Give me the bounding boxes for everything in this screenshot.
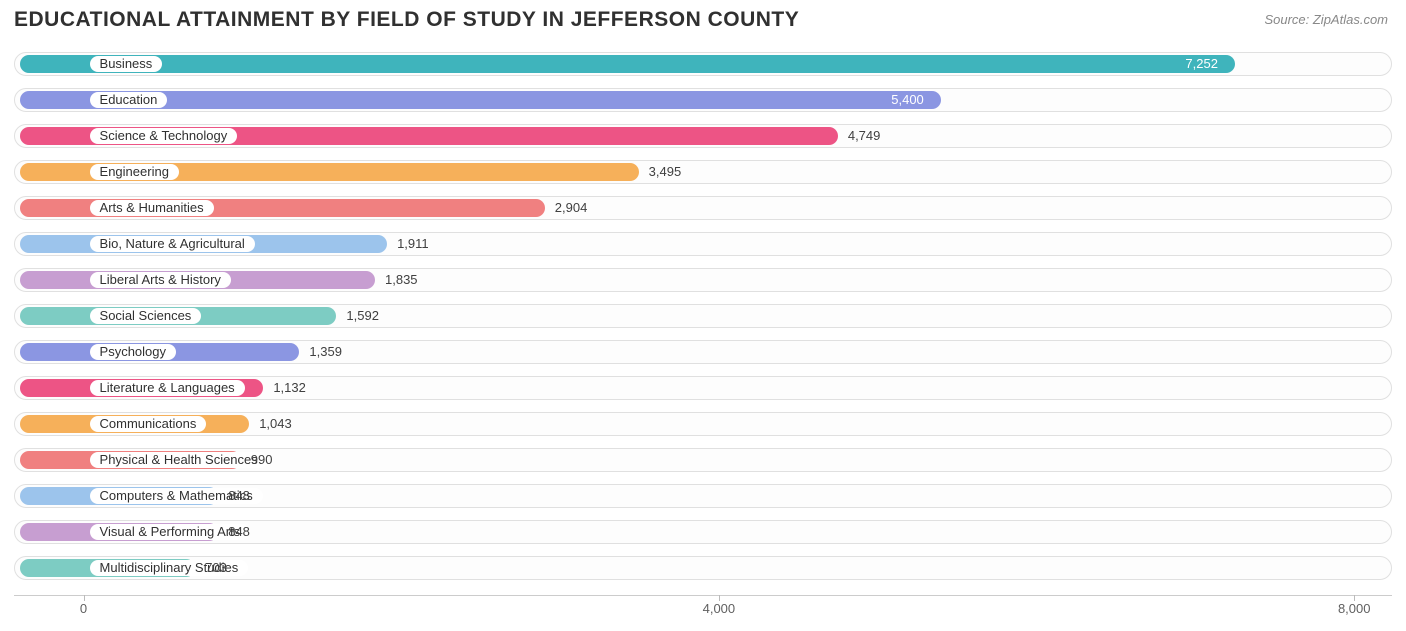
bar-value: 1,835 [385, 272, 418, 288]
bar-value: 1,043 [259, 416, 292, 432]
bar-label: Physical & Health Sciences [90, 452, 268, 468]
bar-label: Literature & Languages [90, 380, 245, 396]
bar-label: Bio, Nature & Agricultural [90, 236, 255, 252]
bar-value: 2,904 [555, 200, 588, 216]
x-axis-label: 8,000 [1338, 601, 1371, 616]
bar-value: 1,132 [273, 380, 306, 396]
bar-label: Arts & Humanities [90, 200, 214, 216]
bar-row: Psychology 1,359 [14, 334, 1392, 369]
source-attribution: Source: ZipAtlas.com [1264, 12, 1388, 27]
bar-row: Computers & Mathematics848 [14, 478, 1392, 513]
x-axis-label: 0 [80, 601, 87, 616]
bar-row: Liberal Arts & History 1,835 [14, 262, 1392, 297]
bar-value: 7,252 [1185, 56, 1218, 72]
bar-row: Business 7,252 [14, 46, 1392, 81]
bar-value: 1,359 [309, 344, 342, 360]
bar-value: 703 [205, 560, 227, 576]
bar-label: Communications [90, 416, 207, 432]
bar-row: Literature & Languages 1,132 [14, 370, 1392, 405]
x-axis: 0 4,000 8,000 [14, 595, 1392, 617]
bar-value: 1,592 [346, 308, 379, 324]
bar-row: Visual & Performing Arts848 [14, 514, 1392, 549]
bar-row: Multidisciplinary Studies703 [14, 550, 1392, 585]
x-axis-line [14, 595, 1392, 596]
bar-row: Engineering 3,495 [14, 154, 1392, 189]
bar-label: Social Sciences [90, 308, 202, 324]
bar-label: Visual & Performing Arts [90, 524, 251, 540]
bar-label: Education [90, 92, 168, 108]
bar-value: 1,911 [397, 236, 429, 252]
chart-area: Business 7,252 Education 5,400 Science & Tec… [14, 46, 1392, 591]
bar-value: 990 [251, 452, 273, 468]
bar-label: Psychology [90, 344, 176, 360]
bar-label: Business [90, 56, 163, 72]
bar-row: Physical & Health Sciences990 [14, 442, 1392, 477]
bar-row: Social Sciences 1,592 [14, 298, 1392, 333]
bar-row: Bio, Nature & Agricultural 1,911 [14, 226, 1392, 261]
chart-title: EDUCATIONAL ATTAINMENT BY FIELD OF STUDY… [14, 8, 799, 32]
bar-fill [20, 55, 1235, 73]
bar-row: Arts & Humanities 2,904 [14, 190, 1392, 225]
bar-row: Education 5,400 [14, 82, 1392, 117]
bar-value: 848 [228, 524, 250, 540]
bar-value: 848 [228, 488, 250, 504]
bar-label: Science & Technology [90, 128, 238, 144]
bar-label: Liberal Arts & History [90, 272, 231, 288]
bar-value: 5,400 [891, 92, 924, 108]
bar-value: 4,749 [848, 128, 881, 144]
bar-row: Science & Technology 4,749 [14, 118, 1392, 153]
bar-value: 3,495 [649, 164, 682, 180]
bar-label: Engineering [90, 164, 179, 180]
x-axis-label: 4,000 [703, 601, 736, 616]
bar-row: Communications 1,043 [14, 406, 1392, 441]
